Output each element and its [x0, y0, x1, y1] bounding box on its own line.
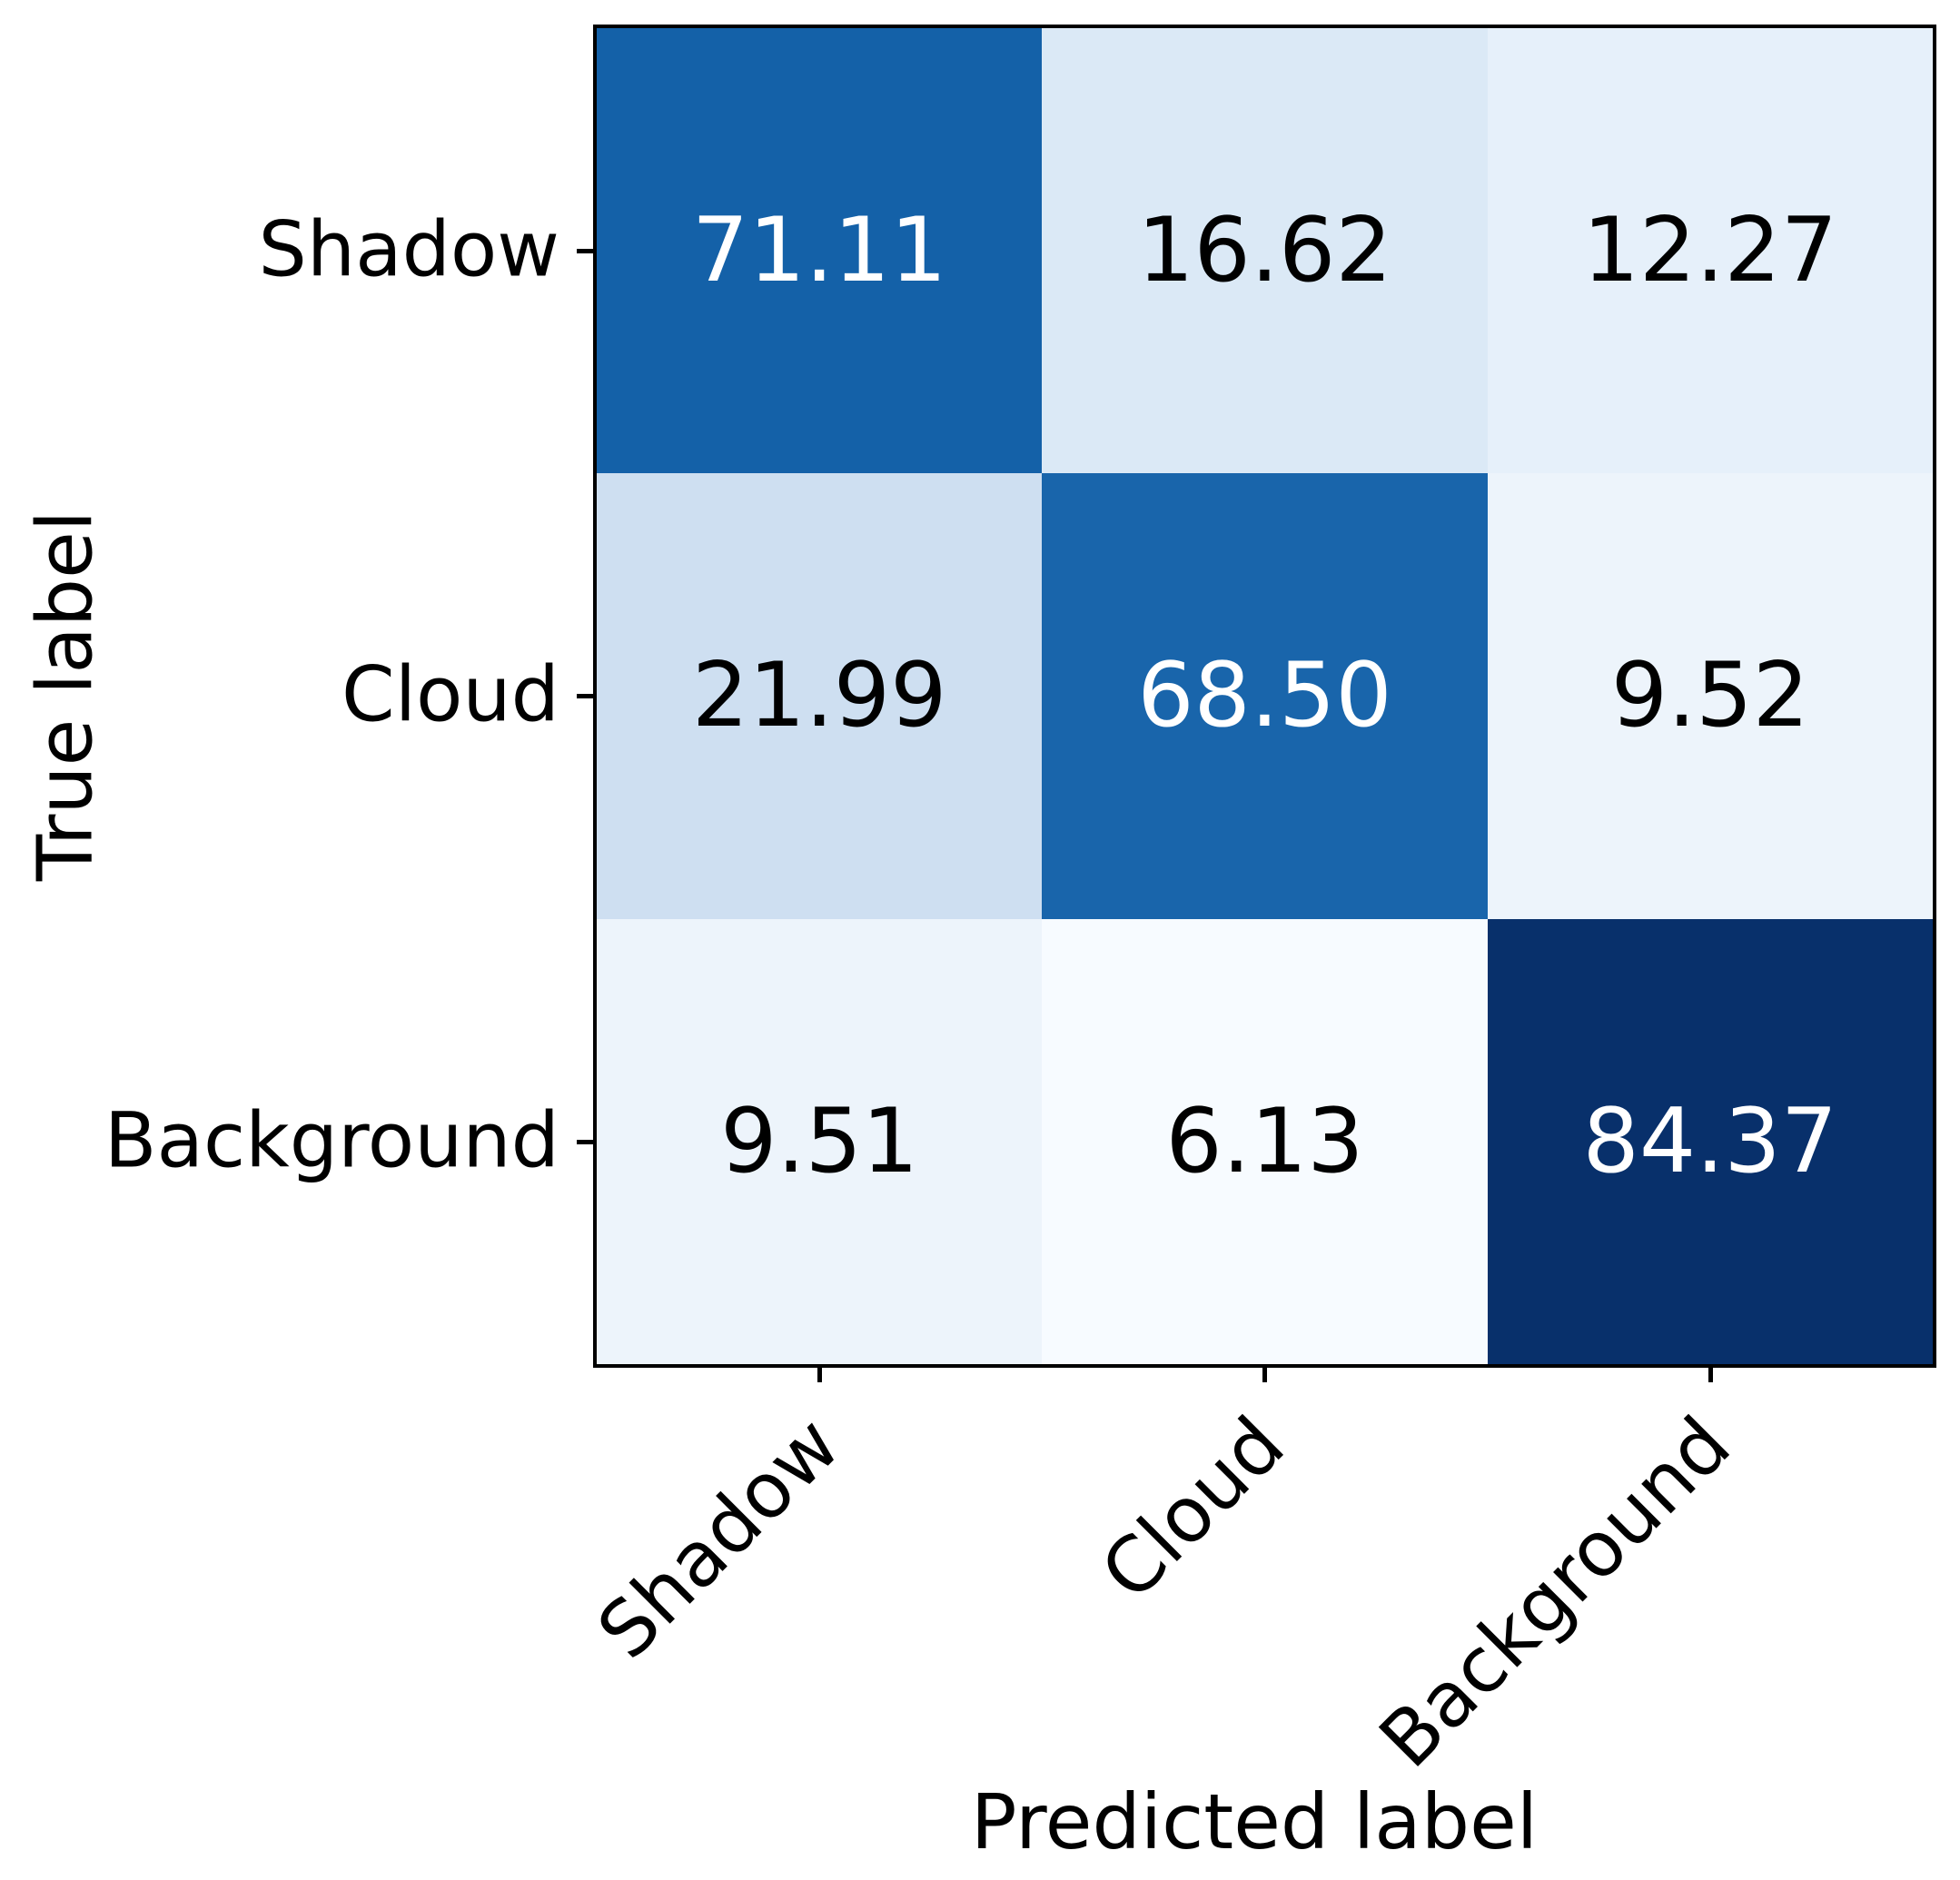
matrix-cell-cloud-cloud: 68.50 — [1042, 473, 1488, 919]
matrix-cell-cloud-shadow: 21.99 — [597, 473, 1043, 919]
y-axis-title: True label — [20, 510, 110, 882]
y-tick-label-shadow: Shadow — [258, 204, 559, 294]
matrix-cell-shadow-cloud: 16.62 — [1042, 28, 1488, 474]
y-tick-mark-cloud — [577, 694, 593, 698]
matrix-cell-background-shadow: 9.51 — [597, 918, 1043, 1364]
matrix-cell-shadow-background: 12.27 — [1487, 28, 1933, 474]
y-tick-label-background: Background — [104, 1095, 559, 1185]
x-tick-label-cloud: Cloud — [1084, 1400, 1302, 1618]
matrix-cell-background-cloud: 6.13 — [1042, 918, 1488, 1364]
y-tick-mark-shadow — [577, 249, 593, 253]
matrix-cell-background-background: 84.37 — [1487, 918, 1933, 1364]
y-tick-label-cloud: Cloud — [342, 649, 559, 739]
matrix-cell-shadow-shadow: 71.11 — [597, 28, 1043, 474]
heatmap-grid: 71.11 16.62 12.27 21.99 68.50 9.52 9.51 … — [593, 25, 1936, 1368]
x-axis-title: Predicted label — [970, 1777, 1539, 1866]
x-tick-mark-shadow — [817, 1366, 822, 1382]
x-tick-label-shadow: Shadow — [579, 1400, 856, 1676]
matrix-cell-cloud-background: 9.52 — [1487, 473, 1933, 919]
x-tick-label-background: Background — [1361, 1400, 1747, 1785]
x-tick-mark-background — [1708, 1366, 1713, 1382]
y-tick-mark-background — [577, 1140, 593, 1144]
x-tick-mark-cloud — [1262, 1366, 1267, 1382]
